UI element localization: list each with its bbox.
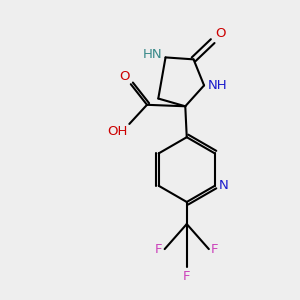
Text: OH: OH xyxy=(107,125,128,138)
Text: O: O xyxy=(119,70,129,83)
Text: F: F xyxy=(211,243,219,256)
Text: HN: HN xyxy=(143,48,163,61)
Text: F: F xyxy=(155,243,162,256)
Text: NH: NH xyxy=(208,79,227,92)
Text: O: O xyxy=(216,27,226,40)
Text: N: N xyxy=(218,179,228,192)
Text: F: F xyxy=(183,270,190,283)
